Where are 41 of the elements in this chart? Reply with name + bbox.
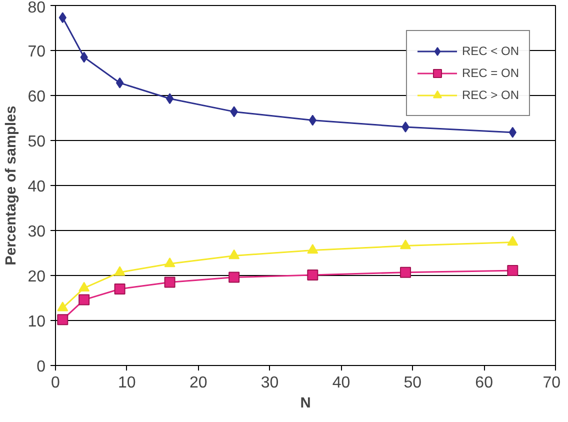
point bbox=[307, 244, 318, 254]
point bbox=[507, 236, 518, 246]
point bbox=[402, 122, 410, 132]
x-tick-label: 60 bbox=[475, 374, 494, 392]
legend-label: REC = ON bbox=[462, 66, 519, 80]
point bbox=[164, 258, 176, 268]
x-tick-label: 40 bbox=[332, 374, 350, 392]
y-tick-label: 40 bbox=[28, 178, 46, 196]
y-tick-label: 0 bbox=[36, 358, 46, 376]
x-tick-label: 10 bbox=[118, 374, 136, 392]
point bbox=[228, 249, 240, 260]
y-tick-label: 50 bbox=[28, 134, 46, 150]
y-tick-label: 60 bbox=[28, 88, 46, 106]
y-tick-label: 30 bbox=[28, 224, 46, 240]
point bbox=[114, 266, 126, 276]
point bbox=[57, 314, 68, 326]
y-axis-title: Percentage of samples bbox=[4, 106, 20, 266]
point bbox=[400, 240, 411, 250]
legend-label: REC < ON bbox=[462, 44, 519, 58]
point bbox=[507, 265, 518, 276]
x-tick-label: 30 bbox=[260, 374, 279, 392]
point bbox=[78, 294, 90, 306]
x-tick-label: 0 bbox=[51, 374, 60, 392]
point bbox=[116, 77, 124, 88]
x-axis-title: N bbox=[300, 396, 311, 412]
y-tick-label: 10 bbox=[28, 314, 46, 330]
point bbox=[166, 93, 174, 104]
y-tick-label: 20 bbox=[28, 268, 46, 286]
point bbox=[400, 266, 411, 278]
y-tick-label: 80 bbox=[28, 0, 46, 16]
y-tick-label: 70 bbox=[28, 44, 46, 60]
point bbox=[78, 282, 90, 292]
x-tick-label: 70 bbox=[542, 374, 561, 392]
point bbox=[164, 276, 176, 288]
point bbox=[307, 270, 318, 281]
point bbox=[114, 284, 126, 294]
x-tick-label: 50 bbox=[404, 374, 422, 392]
x-tick-label: 20 bbox=[189, 374, 208, 392]
legend-label: REC > ON bbox=[462, 88, 519, 102]
point bbox=[228, 272, 240, 283]
point bbox=[57, 302, 68, 312]
